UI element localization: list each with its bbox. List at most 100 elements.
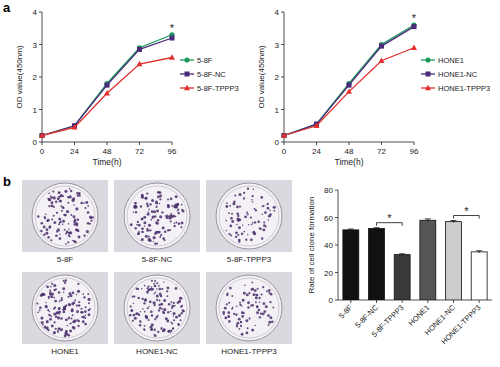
colony bbox=[241, 232, 244, 235]
colony bbox=[225, 205, 228, 208]
bar bbox=[446, 222, 462, 300]
colony bbox=[261, 237, 263, 239]
colony bbox=[54, 221, 57, 224]
colony bbox=[147, 228, 149, 230]
colony bbox=[272, 306, 274, 308]
colony bbox=[156, 294, 159, 297]
colony bbox=[60, 200, 62, 202]
colony bbox=[78, 236, 81, 239]
y-tick bbox=[39, 44, 42, 45]
colony bbox=[248, 224, 249, 225]
colony bbox=[161, 211, 163, 213]
colony bbox=[244, 215, 247, 218]
colony bbox=[82, 315, 85, 318]
error-bar bbox=[425, 219, 431, 222]
colony bbox=[267, 203, 269, 205]
colony bbox=[59, 300, 61, 302]
colony bbox=[154, 318, 156, 320]
colony bbox=[148, 211, 149, 212]
photo-bg bbox=[114, 272, 200, 344]
colony bbox=[177, 209, 179, 211]
colony bbox=[42, 324, 44, 326]
colony bbox=[156, 299, 158, 301]
colony bbox=[76, 310, 79, 313]
colony bbox=[83, 202, 85, 204]
bar bbox=[471, 252, 487, 300]
colony bbox=[156, 288, 158, 290]
colony bbox=[37, 215, 40, 218]
marker bbox=[170, 36, 175, 41]
colony bbox=[166, 295, 168, 297]
colony bbox=[53, 331, 56, 334]
colony bbox=[228, 320, 231, 323]
y-tick-label: 3 bbox=[33, 41, 38, 50]
marker bbox=[411, 45, 417, 50]
colony bbox=[65, 318, 68, 321]
colony bbox=[53, 289, 55, 291]
x-tick bbox=[139, 142, 140, 145]
x-tick-label: 48 bbox=[345, 147, 354, 156]
colony bbox=[85, 201, 88, 204]
dish-rim bbox=[219, 278, 279, 338]
colony bbox=[167, 215, 169, 217]
colony bbox=[167, 311, 169, 313]
plot-area bbox=[39, 32, 175, 138]
y-tick-label: 0 bbox=[33, 138, 38, 147]
colony bbox=[48, 205, 50, 207]
colony bbox=[136, 312, 139, 315]
colony bbox=[85, 315, 86, 316]
colony bbox=[77, 290, 80, 293]
colony bbox=[247, 187, 249, 189]
colony bbox=[57, 331, 59, 333]
colony bbox=[67, 202, 69, 204]
y-axis-title: OD value(450nm) bbox=[257, 45, 266, 108]
colony bbox=[170, 311, 172, 313]
colony bbox=[273, 210, 275, 212]
photo-bg bbox=[206, 272, 292, 344]
colony bbox=[177, 301, 179, 303]
colony bbox=[251, 282, 253, 284]
colony bbox=[77, 219, 79, 221]
colony bbox=[56, 212, 58, 214]
colony bbox=[65, 279, 67, 281]
colony bbox=[145, 316, 148, 319]
colony bbox=[242, 299, 245, 302]
colony bbox=[51, 219, 53, 221]
colony bbox=[180, 319, 182, 321]
colony bbox=[154, 280, 156, 282]
colony bbox=[247, 213, 249, 215]
colony bbox=[151, 280, 153, 282]
colony bbox=[156, 222, 159, 225]
colony bbox=[243, 292, 246, 295]
colony bbox=[75, 207, 78, 210]
colony bbox=[178, 223, 180, 225]
colony bbox=[63, 291, 64, 292]
colony bbox=[147, 307, 149, 309]
colony bbox=[175, 287, 178, 290]
colony bbox=[156, 231, 158, 233]
colony bbox=[40, 317, 43, 320]
figure: ab01234024487296Time(h)OD value(450nm)5-… bbox=[0, 0, 500, 367]
colony bbox=[87, 298, 90, 301]
colony bbox=[148, 306, 149, 307]
colony bbox=[63, 280, 65, 282]
colony bbox=[55, 315, 58, 318]
colony bbox=[183, 310, 185, 312]
y-tick-label: 60 bbox=[324, 214, 333, 223]
colony bbox=[257, 220, 260, 223]
colony bbox=[262, 213, 264, 215]
colony bbox=[132, 314, 135, 317]
colony bbox=[63, 207, 65, 209]
colony bbox=[159, 232, 161, 234]
colony bbox=[37, 311, 39, 313]
colony bbox=[243, 192, 245, 194]
y-tick-label: 2 bbox=[275, 73, 280, 82]
colony bbox=[271, 320, 274, 323]
colony bbox=[228, 233, 230, 235]
colony bbox=[237, 219, 240, 222]
colony bbox=[150, 328, 153, 331]
colony bbox=[181, 221, 184, 224]
colony bbox=[137, 221, 139, 223]
colony bbox=[251, 199, 253, 201]
colony bbox=[254, 221, 256, 223]
